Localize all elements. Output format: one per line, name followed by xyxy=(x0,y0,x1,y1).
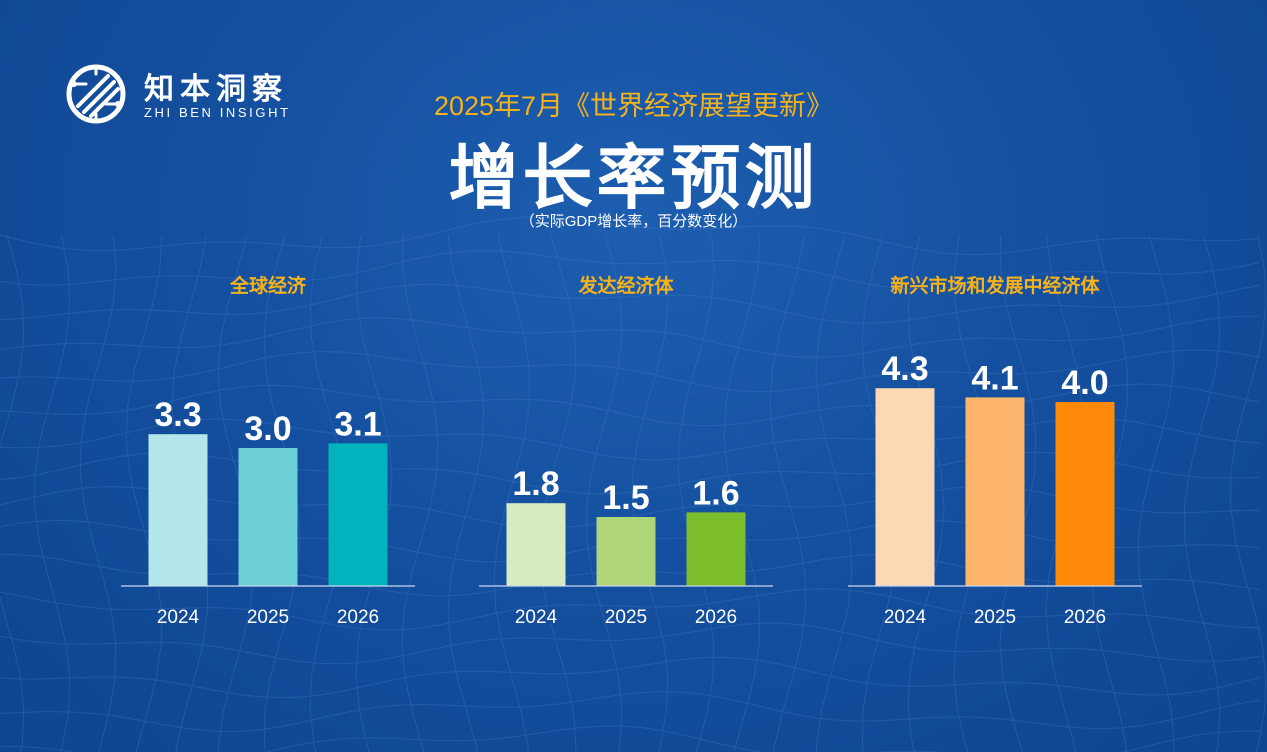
x-tick-label: 2024 xyxy=(884,607,927,628)
bar-value-label: 3.0 xyxy=(244,410,291,448)
chart-title: 发达经济体 xyxy=(577,274,674,297)
bar-value-label: 1.5 xyxy=(602,479,649,517)
bar-2026 xyxy=(328,443,388,586)
x-tick-label: 2026 xyxy=(1064,607,1106,628)
bar-value-label: 3.3 xyxy=(154,396,201,434)
bar-value-label: 4.3 xyxy=(881,350,928,388)
x-tick-label: 2026 xyxy=(337,607,379,628)
bar-value-label: 1.8 xyxy=(512,465,559,503)
bar-2025 xyxy=(965,397,1025,586)
chart-2: 发达经济体 1.8 2024 1.5 2025 1.6 2026 xyxy=(479,274,773,628)
bar-value-label: 1.6 xyxy=(692,474,739,512)
bar-value-label: 3.1 xyxy=(334,405,381,443)
x-tick-label: 2025 xyxy=(247,607,289,628)
x-tick-label: 2026 xyxy=(695,607,737,628)
report-subtitle: 2025年7月《世界经济展望更新》 xyxy=(433,91,834,121)
x-tick-label: 2025 xyxy=(605,607,647,628)
x-tick-label: 2024 xyxy=(515,607,558,628)
chart-3: 新兴市场和发展中经济体 4.3 2024 4.1 2025 4.0 2026 xyxy=(848,274,1142,628)
chart-title: 全球经济 xyxy=(229,274,307,297)
chart-1: 全球经济 3.3 2024 3.0 2025 3.1 2026 xyxy=(121,274,415,628)
bar-2024 xyxy=(506,503,566,586)
logo-mark-icon xyxy=(66,64,126,124)
unit-note: （实际GDP增长率，百分数变化） xyxy=(519,213,748,230)
bar-2025 xyxy=(238,448,298,586)
chart-title: 新兴市场和发展中经济体 xyxy=(890,274,1100,297)
bar-value-label: 4.0 xyxy=(1061,364,1108,402)
x-tick-label: 2024 xyxy=(157,607,200,628)
bar-value-label: 4.1 xyxy=(971,359,1018,397)
bar-2024 xyxy=(148,434,208,586)
bar-2026 xyxy=(686,512,746,586)
bar-2024 xyxy=(875,388,935,586)
page-title: 增长率预测 xyxy=(448,139,819,217)
mesh-lines xyxy=(0,216,1267,752)
x-tick-label: 2025 xyxy=(974,607,1016,628)
brand-logo: 知本洞察 ZHI BEN INSIGHT xyxy=(64,62,324,128)
bar-2025 xyxy=(596,517,656,586)
logo-english-name: ZHI BEN INSIGHT xyxy=(144,105,291,120)
bar-2026 xyxy=(1055,402,1115,586)
logo-chinese-name: 知本洞察 xyxy=(144,73,288,106)
